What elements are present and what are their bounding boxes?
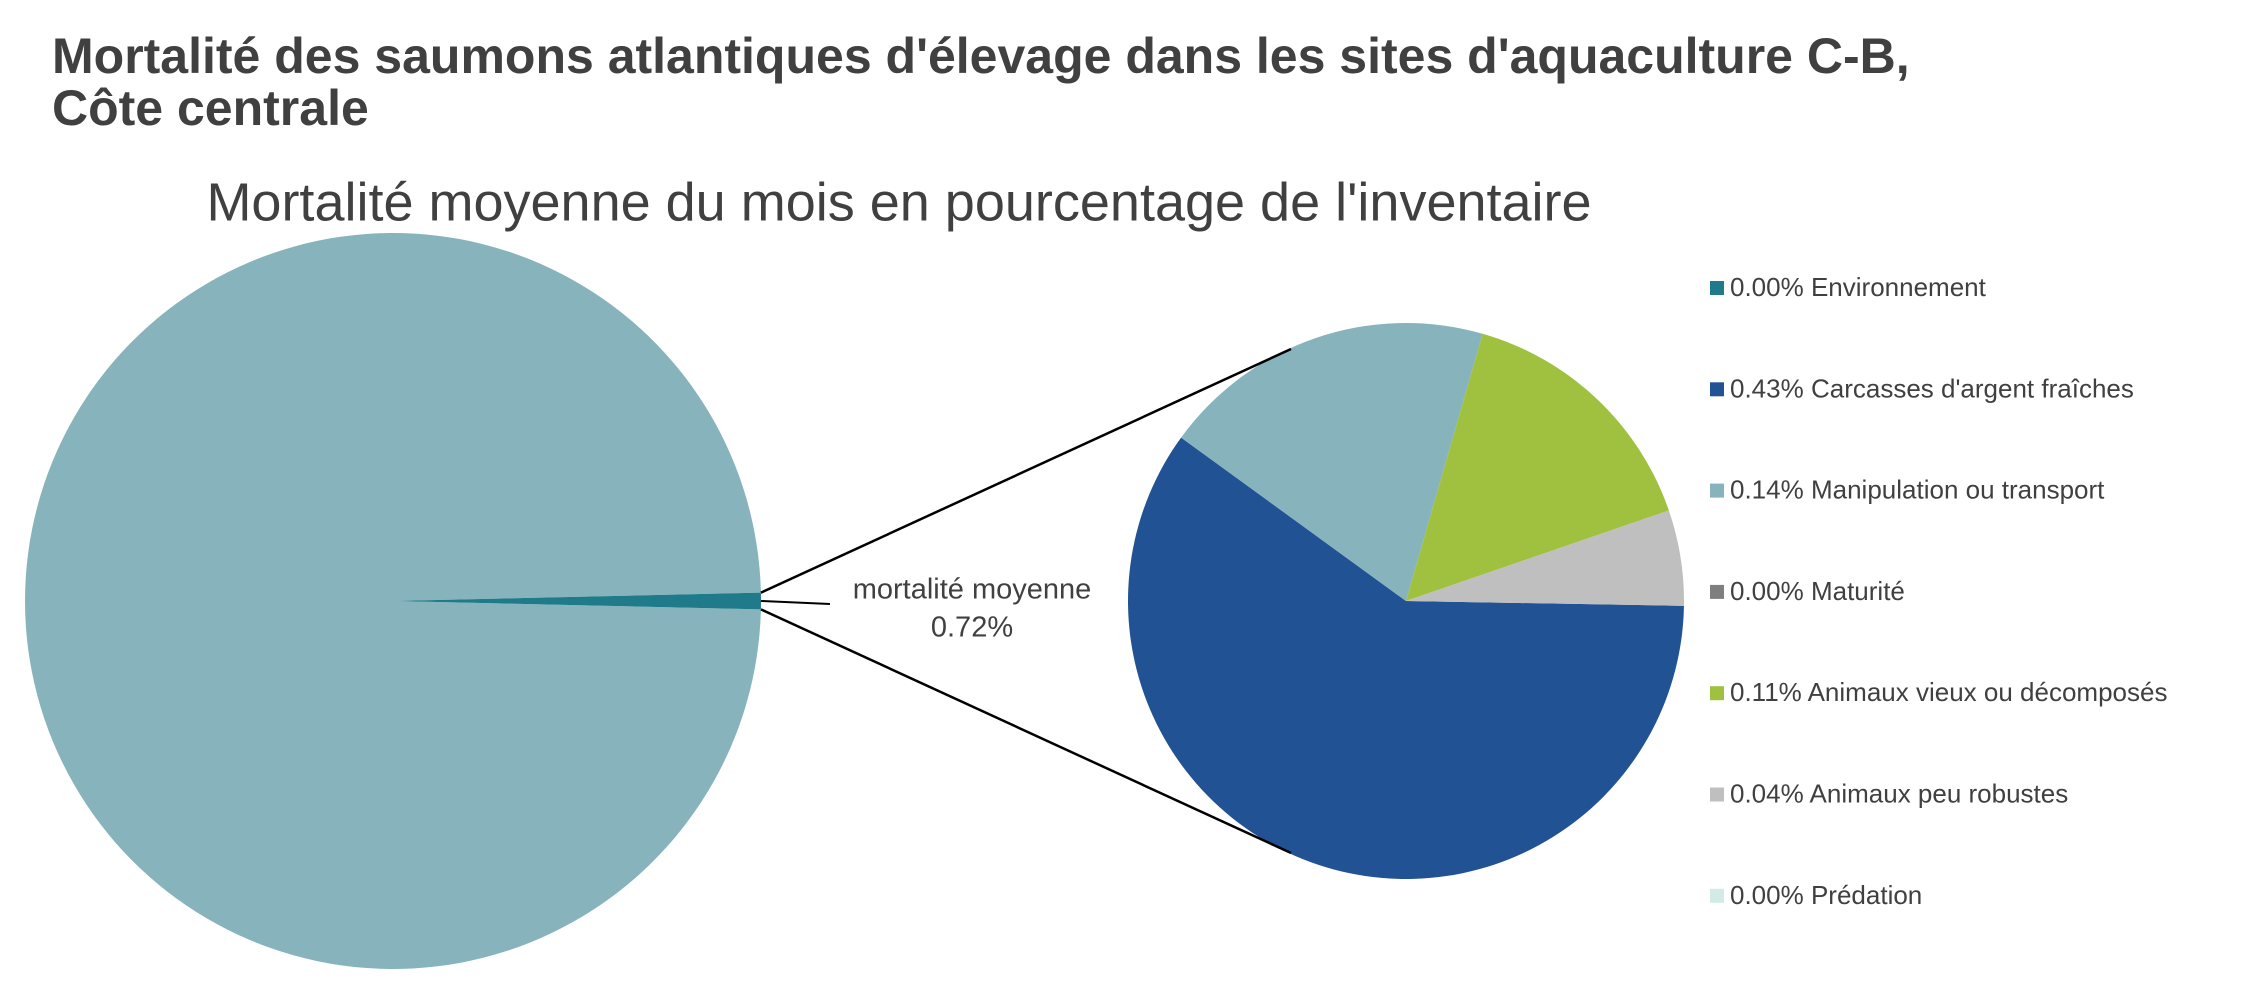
legend-value: 0.00% xyxy=(1730,576,1804,606)
pie-slice xyxy=(1181,322,1483,601)
legend-label: 0.43% Carcasses d'argent fraîches xyxy=(1730,373,2134,403)
legend-marker xyxy=(1710,382,1724,397)
legend-category: Animaux peu robustes xyxy=(1810,778,2069,808)
pie-slice xyxy=(1406,333,1669,601)
legend-label: 0.00% Prédation xyxy=(1730,880,1922,910)
legend-category: Carcasses d'argent fraîches xyxy=(1811,373,2134,403)
legend-category: Manipulation ou transport xyxy=(1811,474,2105,504)
legend-category: Prédation xyxy=(1811,880,1922,910)
chart-title: Côte centrale xyxy=(52,80,369,136)
legend-label: 0.00% Maturité xyxy=(1730,576,1905,606)
legend-label: 0.00% Environnement xyxy=(1730,272,1987,302)
connector-line xyxy=(760,347,1292,594)
legend-value: 0.00% xyxy=(1730,272,1804,302)
legend-label: 0.11% Animaux vieux ou décomposés xyxy=(1730,677,2167,707)
legend-marker xyxy=(1710,686,1724,701)
chart-title: Mortalité des saumons atlantiques d'élev… xyxy=(52,28,1910,84)
legend-value: 0.04% xyxy=(1730,778,1804,808)
connector-line xyxy=(760,608,1292,855)
data-label: 0.72% xyxy=(931,612,1013,644)
pie-slice xyxy=(1127,437,1684,880)
data-label: mortalité moyenne xyxy=(853,574,1092,606)
legend-value: 0.14% xyxy=(1730,474,1804,504)
legend-label: 0.14% Manipulation ou transport xyxy=(1730,474,2105,504)
pie-slice xyxy=(1406,510,1684,606)
legend-marker xyxy=(1710,281,1724,295)
pie-slice xyxy=(393,592,762,610)
legend-value: 0.00% xyxy=(1730,880,1804,910)
legend-value: 0.43% xyxy=(1730,373,1804,403)
legend-category: Environnement xyxy=(1811,272,1987,302)
chart-subtitle: Mortalité moyenne du mois en pourcentage… xyxy=(206,172,1591,232)
leader-line xyxy=(760,600,831,605)
legend-label: 0.04% Animaux peu robustes xyxy=(1730,778,2068,808)
legend-category: Animaux vieux ou décomposés xyxy=(1808,677,2168,707)
legend-marker xyxy=(1710,888,1724,903)
legend-marker xyxy=(1710,584,1724,599)
pie-slice xyxy=(25,232,761,970)
legend-marker xyxy=(1710,483,1724,498)
legend-value: 0.11% xyxy=(1730,677,1802,707)
legend-marker xyxy=(1710,787,1724,802)
legend-category: Maturité xyxy=(1811,576,1905,606)
